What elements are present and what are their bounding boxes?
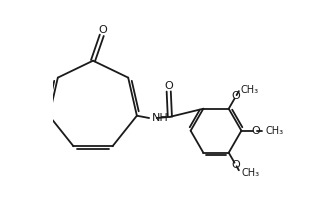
Text: O: O bbox=[232, 160, 240, 170]
Text: O: O bbox=[164, 81, 173, 91]
Text: O: O bbox=[251, 126, 260, 136]
Text: CH₃: CH₃ bbox=[266, 126, 284, 136]
Text: NH: NH bbox=[152, 113, 169, 123]
Text: O: O bbox=[98, 25, 107, 35]
Text: CH₃: CH₃ bbox=[241, 168, 259, 178]
Text: O: O bbox=[232, 91, 240, 101]
Text: CH₃: CH₃ bbox=[241, 85, 259, 95]
